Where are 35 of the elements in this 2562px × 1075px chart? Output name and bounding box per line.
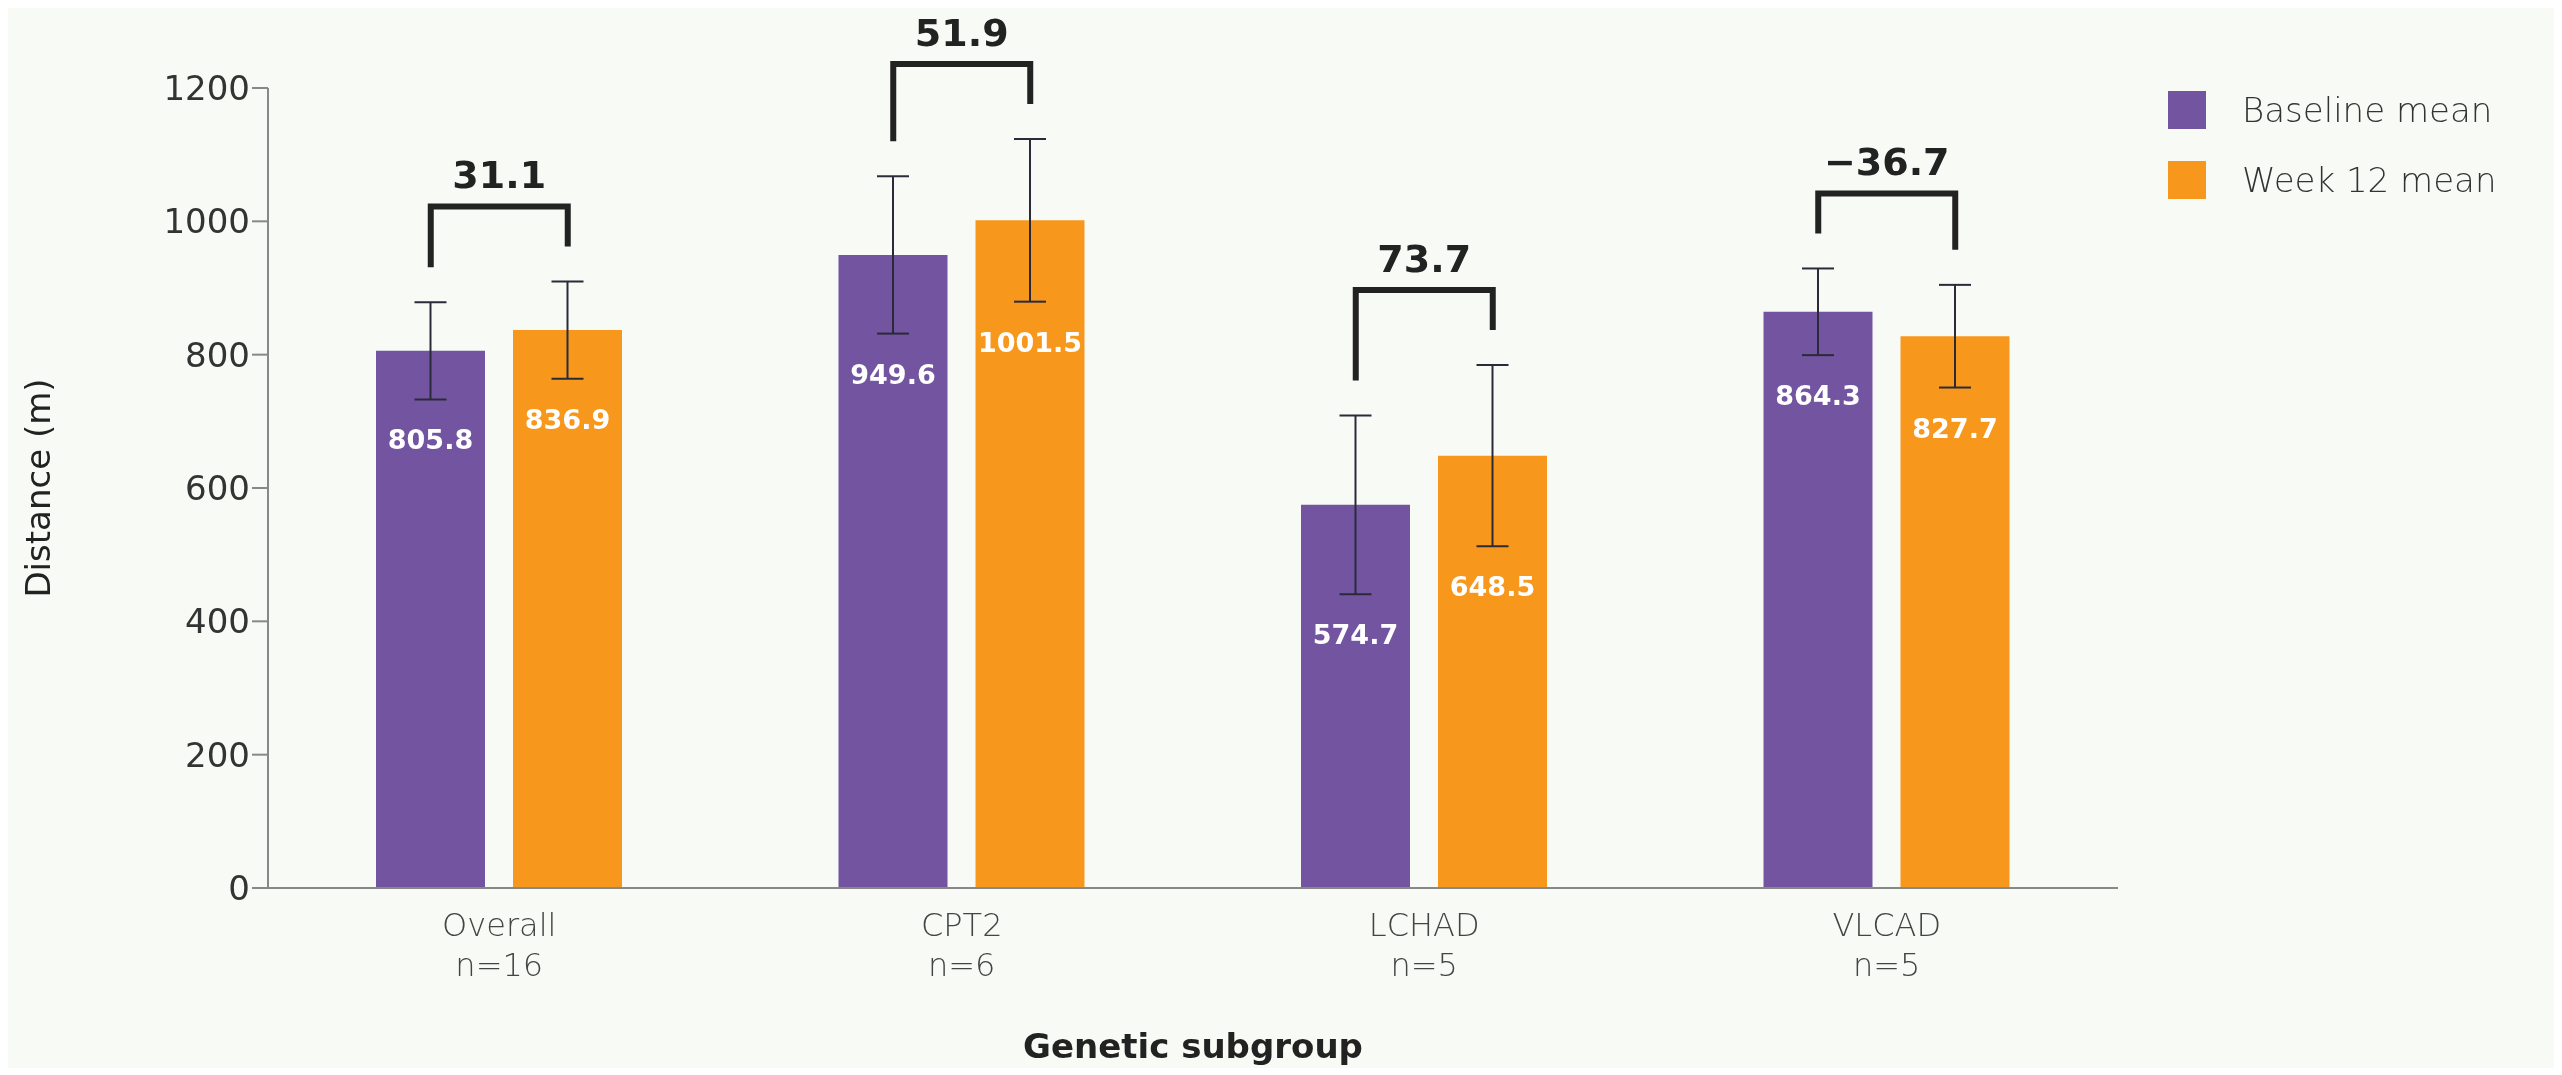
bar [1301,504,1410,888]
data-label: 836.9 [524,403,611,435]
data-label: 864.3 [1775,380,1861,412]
y-axis-title: Distance (m) [18,378,59,598]
x-tick-label: CPT2 n=6 [920,906,1003,984]
annotation: 73.7 [1377,237,1472,281]
y-tick-label: 200 [185,734,250,775]
data-label: 949.6 [850,358,936,390]
y-tick-label: 0 [228,868,250,909]
legend-label: Baseline mean [2242,90,2493,130]
y-tick-label: 1000 [163,201,250,242]
x-tick-label: Overall n=16 [442,906,557,984]
y-tick-label: 1200 [163,68,250,109]
data-label: 574.7 [1312,619,1399,651]
data-label: 648.5 [1449,571,1536,603]
y-tick-label: 400 [185,601,250,642]
x-axis-title: Genetic subgroup [1023,1026,1363,1066]
annotation: 31.1 [452,153,547,198]
bar [1438,455,1547,888]
bar [1763,311,1873,888]
text: 51.9 [914,11,1009,55]
bar [513,330,622,888]
y-tick-label: 600 [185,468,250,509]
x-tick-label: VLCAD n=5 [1832,906,1942,984]
annotation: −36.7 [1823,140,1950,185]
bar [975,220,1085,888]
bar [838,254,948,888]
legend-label: Week 12 mean [2242,160,2497,200]
bar [1900,336,2010,888]
data-label: 827.7 [1912,412,1998,444]
data-label: 805.8 [387,424,474,456]
data-label: 1001.5 [977,326,1083,358]
bar [376,350,485,888]
y-tick-label: 800 [185,334,250,375]
x-tick-label: LCHAD n=5 [1368,906,1480,984]
